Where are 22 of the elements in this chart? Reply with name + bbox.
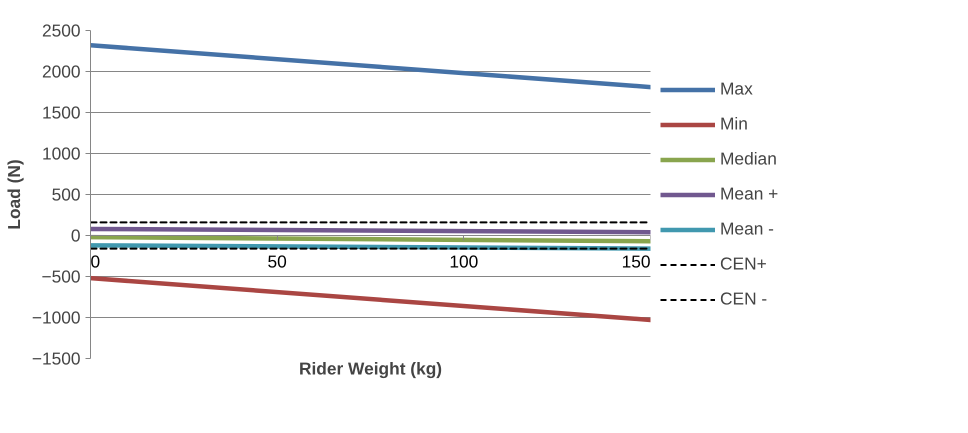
x-tick-label: 0 (90, 252, 100, 272)
y-tick-label: 2500 (42, 20, 81, 40)
legend-label: Max (720, 78, 753, 100)
y-axis-title: Load (N) (4, 159, 24, 230)
y-tick-label: 500 (52, 184, 81, 204)
y-tick-label: 1500 (42, 102, 81, 122)
legend-label: Mean - (720, 218, 774, 240)
x-tick-label: 150 (622, 252, 651, 272)
y-tick-label: 2000 (42, 62, 81, 82)
x-axis-title: Rider Weight (kg) (298, 358, 442, 378)
y-tick-label: −1500 (32, 348, 81, 368)
y-tick-label: −1000 (32, 308, 81, 328)
legend-label: CEN - (720, 288, 768, 310)
y-tick-label: −500 (41, 266, 80, 286)
legend-label: Min (720, 114, 748, 134)
legend-label: Median (720, 148, 777, 170)
y-tick-label: 1000 (42, 144, 81, 164)
x-tick-label: 50 (268, 252, 287, 272)
x-tick-label: 100 (449, 252, 478, 272)
y-tick-label: 0 (70, 226, 81, 246)
legend-label: CEN+ (720, 254, 767, 274)
legend-label: Mean + (720, 184, 778, 204)
